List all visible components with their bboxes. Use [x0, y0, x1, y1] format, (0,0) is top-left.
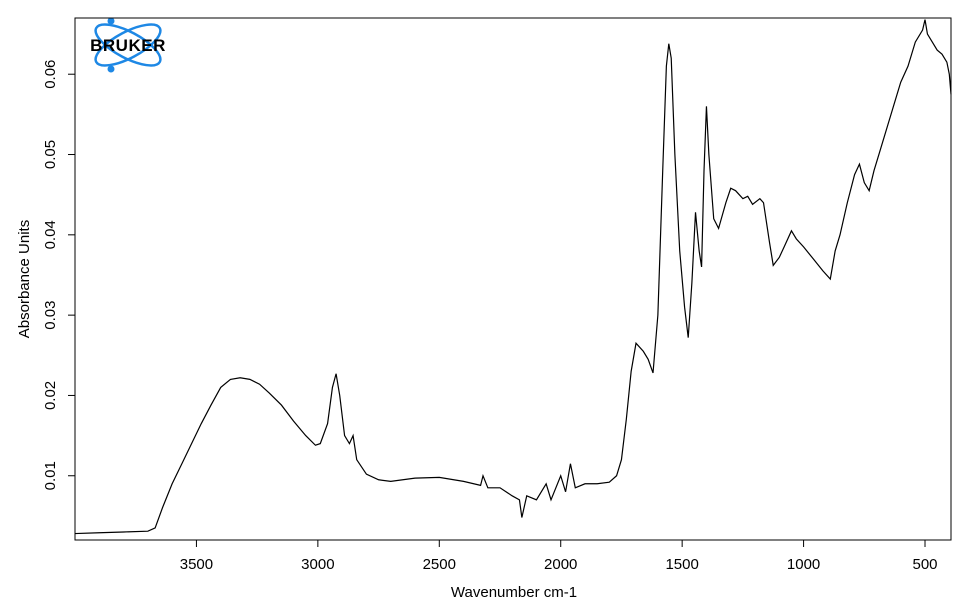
- y-tick-label: 0.06: [42, 60, 59, 89]
- logo-orbit: [94, 23, 162, 67]
- x-tick-label: 3500: [180, 556, 213, 573]
- x-tick-label: 1500: [665, 556, 698, 573]
- y-tick-label: 0.01: [42, 461, 59, 490]
- logo-dot: [107, 65, 115, 73]
- y-tick-label: 0.03: [42, 301, 59, 330]
- y-axis-label: Absorbance Units: [16, 220, 33, 338]
- spectrum-line: [74, 19, 952, 535]
- x-tick-label: 1000: [787, 556, 820, 573]
- logo-text: BRUKER: [90, 36, 166, 55]
- x-tick-label: 2500: [423, 556, 456, 573]
- y-tick-label: 0.05: [42, 140, 59, 169]
- x-tick-label: 500: [912, 556, 937, 573]
- x-tick-label: 2000: [544, 556, 577, 573]
- logo-orbit: [94, 23, 162, 67]
- y-tick-label: 0.04: [42, 220, 59, 249]
- logo-dot: [107, 17, 115, 25]
- plot-frame: [74, 17, 952, 541]
- y-tick-label: 0.02: [42, 381, 59, 410]
- x-tick-label: 3000: [301, 556, 334, 573]
- logo: BRUKER: [90, 17, 166, 73]
- x-axis-label: Wavenumber cm-1: [451, 584, 577, 601]
